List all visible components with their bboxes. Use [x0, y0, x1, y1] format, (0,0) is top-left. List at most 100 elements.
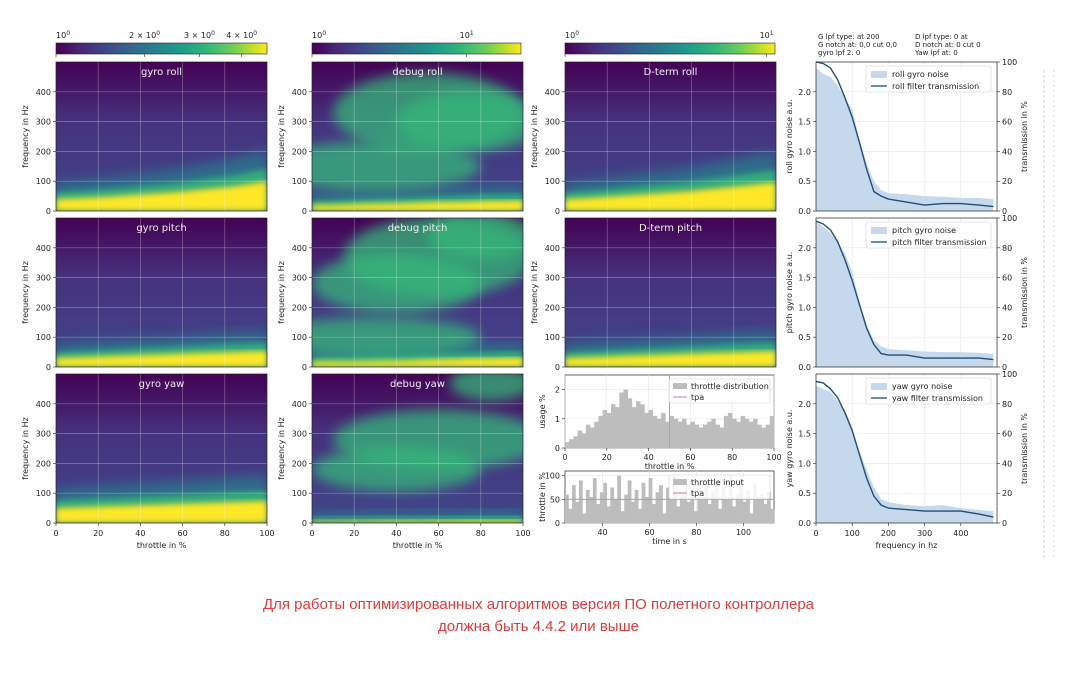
heatmap-resonance-2: [312, 141, 481, 192]
heatmap-ytick-label: 400: [545, 244, 560, 253]
bar: [648, 410, 654, 448]
bar: [638, 508, 642, 523]
ytick-label: 1.0: [798, 459, 811, 468]
bar: [573, 436, 578, 448]
legend-box: [865, 377, 992, 405]
heatmap-title: gyro pitch: [136, 223, 186, 234]
bar: [624, 494, 628, 523]
bar: [565, 442, 570, 448]
bar: [655, 492, 660, 523]
y2tick-label: 80: [1002, 88, 1012, 97]
heatmap-ylabel: frequency in Hz: [277, 261, 286, 324]
heatmap-band: [312, 357, 523, 367]
xtick-label: 60: [685, 453, 695, 462]
y2tick-label: 60: [1002, 118, 1012, 127]
heatmap-ytick-label: 400: [292, 400, 307, 409]
y2tick-label: 40: [1002, 459, 1012, 468]
y2tick-label: 40: [1002, 303, 1012, 312]
heatmap-frame: [311, 217, 524, 368]
filter-panel-1: 0.0 0.5 1.0 1.5 2.0 pitch gyro noise a.u. 0 20 4…: [785, 214, 1029, 372]
bar: [665, 421, 670, 448]
filter-panels: 0.0 0.5 1.0 1.5 2.0 roll gyro noise a.u. 0 20 40…: [785, 58, 1029, 550]
heatmap-xtick-label: 0: [309, 529, 314, 538]
heatmap-frame: [311, 61, 524, 212]
noise-area: [816, 67, 994, 212]
bar: [697, 482, 702, 523]
heatmap-xtick-label: 100: [259, 529, 274, 538]
colorbars: 100 2 × 100 3 × 100 4 × 100 100 101 100 101: [55, 30, 776, 57]
bar: [749, 513, 754, 523]
filter-info-right-1: D notch at: 0 cut 0: [915, 41, 981, 49]
bar: [571, 485, 576, 523]
heatmap-ytick-label: 0: [555, 207, 560, 216]
legend-swatch-noise: [871, 227, 887, 234]
heatmap-ytick-label: 100: [36, 489, 51, 498]
bar: [610, 404, 616, 448]
caption: Для работы оптимизированных алгоритмов в…: [0, 594, 1077, 638]
heatmap-frame: [55, 61, 268, 212]
heatmap-ytick-label: 100: [36, 177, 51, 186]
heatmap-ytick-label: 0: [46, 207, 51, 216]
heatmap-xtick-label: 40: [391, 529, 401, 538]
heatmap-resonance-1: [312, 253, 481, 314]
heatmap-ytick-label: 0: [302, 363, 307, 372]
legend-box: [865, 221, 992, 249]
bar: [648, 478, 653, 523]
heatmap-title: debug yaw: [390, 379, 445, 390]
bar: [589, 497, 594, 523]
xtick-label: 200: [881, 529, 896, 538]
bar: [666, 487, 670, 523]
heatmap-frame: [564, 61, 777, 212]
heatmap-ytick-label: 300: [292, 118, 307, 127]
bar: [677, 421, 683, 448]
bar: [760, 494, 764, 523]
bar: [718, 508, 723, 523]
ytick-label: 1.0: [798, 147, 811, 156]
ytick-label: 2: [555, 386, 560, 395]
xtick-label: 100: [736, 528, 751, 537]
legend-label-hist: throttle input: [691, 478, 744, 487]
bar: [613, 499, 618, 523]
bar: [740, 415, 746, 448]
plot-frame: [815, 217, 998, 368]
heatmap-ytick-label: 100: [292, 489, 307, 498]
heatmap-ytick-label: 100: [36, 333, 51, 342]
bar: [728, 412, 733, 448]
heatmap-cells: [56, 149, 267, 211]
ytick-label: 0.0: [798, 519, 811, 528]
heatmap-resonance-3: [312, 317, 481, 358]
colorbar-2-tick-1: 101: [760, 30, 774, 40]
heatmap-band: [56, 500, 267, 523]
heatmap-ytick-label: 200: [36, 459, 51, 468]
colorbar-0-tick-1: 2 × 100: [129, 30, 160, 40]
bar: [765, 424, 771, 448]
bar: [714, 485, 719, 523]
heatmap-xtick-label: 20: [349, 529, 359, 538]
plot-frame: [815, 61, 998, 212]
bar: [602, 410, 608, 448]
filter-info-right-2: Yaw lpf at: 0: [914, 49, 958, 57]
colorbar-2-tick-0: 100: [565, 30, 579, 40]
bar: [769, 415, 775, 448]
bar: [736, 421, 741, 448]
bar: [690, 421, 695, 448]
bar: [627, 480, 632, 523]
y2tick-label: 20: [1002, 489, 1012, 498]
xlabel: throttle in %: [645, 462, 695, 471]
colorbar-1-tick-0: 100: [312, 30, 326, 40]
xtick-label: 300: [917, 529, 932, 538]
heatmap-xtick-label: 80: [476, 529, 486, 538]
ytick-label: 0.0: [798, 207, 811, 216]
heatmap-ytick-label: 400: [292, 88, 307, 97]
bar: [606, 506, 611, 523]
filter-info-left-0: G lpf type: at 200: [818, 33, 880, 41]
bar: [761, 427, 766, 448]
bar: [569, 439, 574, 448]
bar: [763, 504, 768, 523]
legend-swatch-noise: [871, 71, 887, 78]
heatmap-band: [312, 200, 523, 211]
y2tick-label: 100: [1002, 214, 1017, 223]
bar: [679, 494, 684, 523]
xtick-label: 60: [644, 528, 654, 537]
bar: [682, 418, 687, 448]
